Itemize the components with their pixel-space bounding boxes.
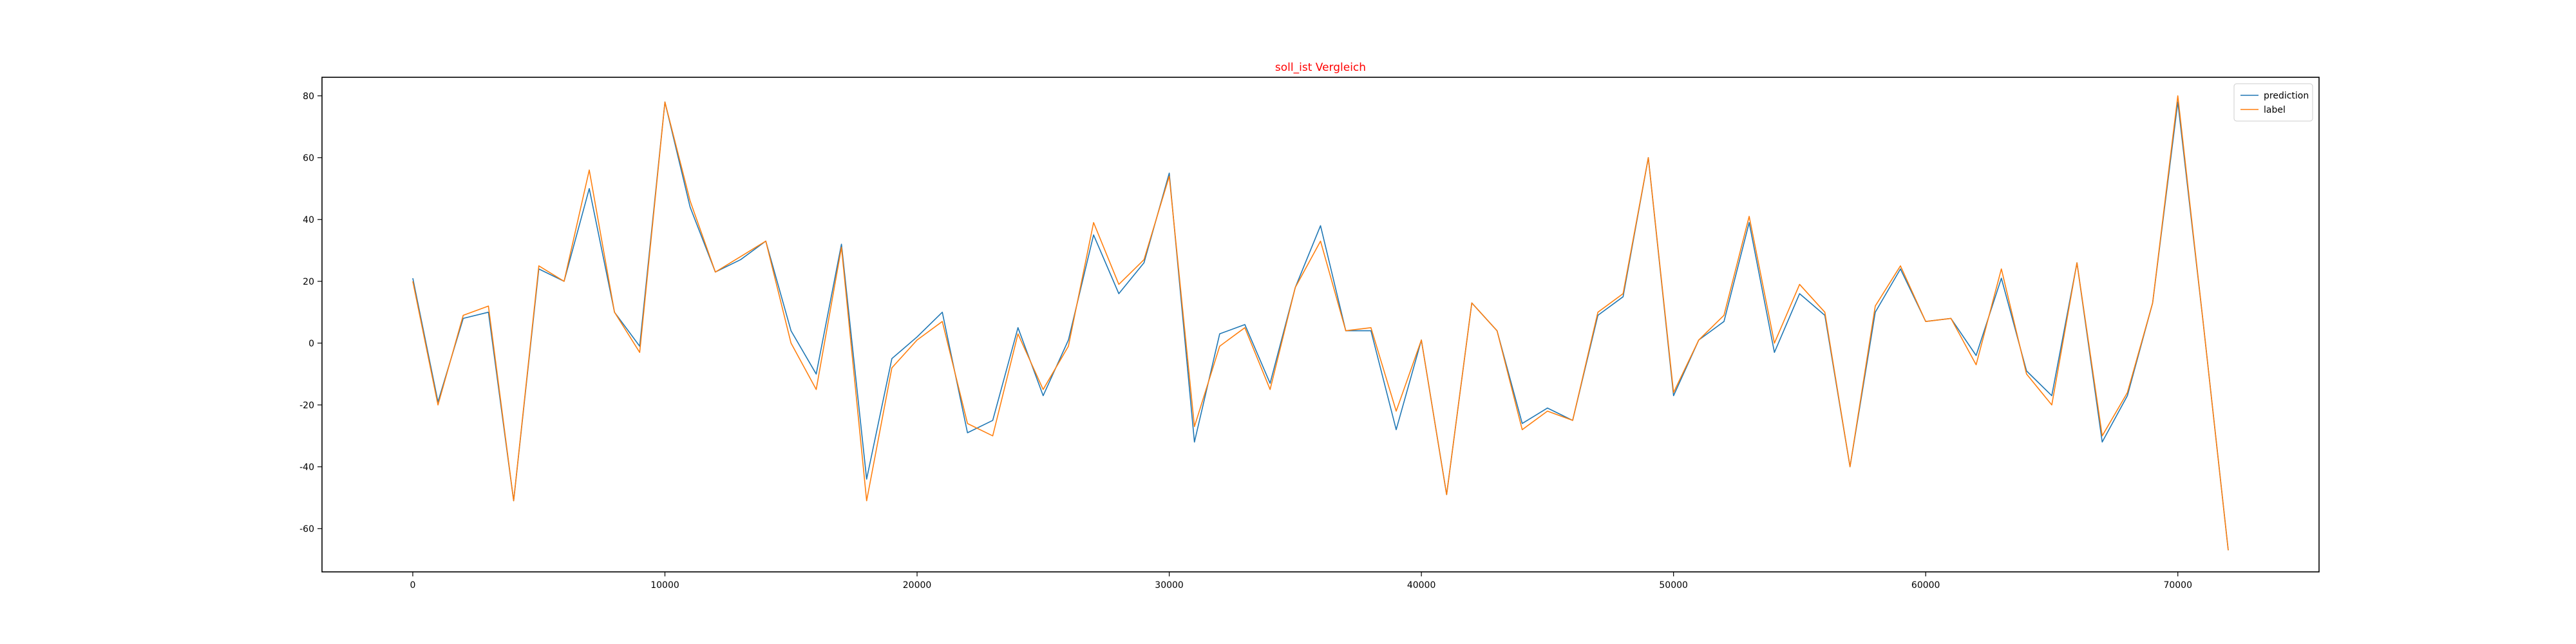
y-axis: -60 -40 -20 0 20 40 60 80 [299,91,322,535]
x-tick-label: 50000 [1659,580,1688,591]
y-tick-label: 40 [303,215,314,225]
y-tick-label: 60 [303,153,314,164]
y-tick-label: 20 [303,277,314,287]
y-tick-label: -20 [299,401,314,411]
x-tick-label: 20000 [903,580,932,591]
chart-title: soll_ist Vergleich [1275,61,1366,74]
legend-box [2233,83,2313,122]
series-layer [412,95,2229,551]
y-tick-label: -60 [299,524,314,535]
x-tick-label: 10000 [650,580,679,591]
legend-label-label: label [2264,105,2286,115]
x-axis: 0 10000 20000 30000 40000 50000 60000 70000 [410,572,2192,591]
x-tick-label: 60000 [1911,580,1940,591]
y-tick-label: 80 [303,91,314,102]
x-tick-label: 40000 [1407,580,1436,591]
y-tick-label: 0 [308,339,314,349]
series-line-label [412,95,2229,551]
y-tick-label: -40 [299,462,314,473]
x-tick-label: 0 [410,580,415,591]
legend: prediction label [2233,83,2313,122]
x-tick-label: 70000 [2163,580,2192,591]
plot-frame [321,77,2320,573]
legend-label-prediction: prediction [2264,91,2309,101]
series-line-prediction [412,101,2229,551]
x-tick-label: 30000 [1155,580,1184,591]
